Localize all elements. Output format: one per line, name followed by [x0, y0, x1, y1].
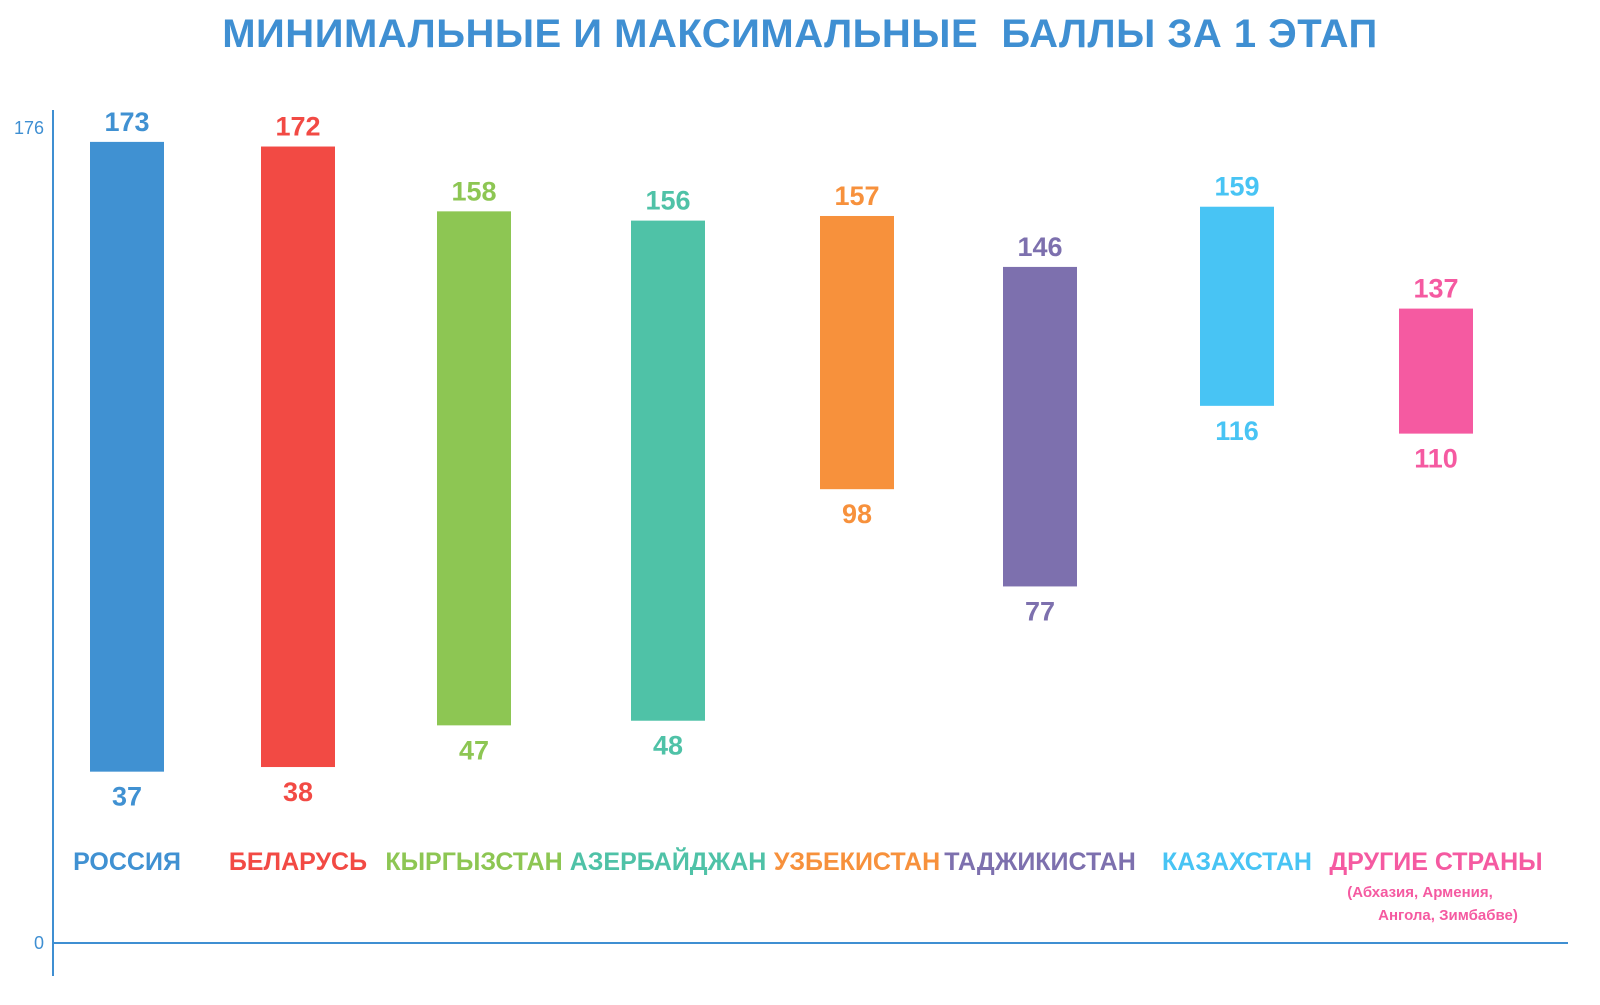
category-label: АЗЕРБАЙДЖАН	[570, 846, 767, 876]
min-value-label: 38	[283, 777, 313, 807]
max-value-label: 146	[1017, 232, 1062, 262]
category-label: ДРУГИЕ СТРАНЫ	[1329, 848, 1542, 876]
min-value-label: 47	[459, 735, 489, 765]
min-value-label: 116	[1215, 416, 1259, 446]
range-bar	[1399, 308, 1473, 434]
category-label: ТАДЖИКИСТАН	[944, 848, 1136, 876]
min-value-label: 77	[1025, 596, 1055, 626]
category-label: КЫРГЫЗСТАН	[385, 848, 562, 876]
range-bar	[631, 220, 705, 721]
max-value-label: 137	[1413, 274, 1458, 304]
max-value-label: 157	[834, 181, 879, 211]
range-bar	[90, 141, 164, 772]
max-value-label: 173	[104, 107, 149, 137]
max-value-label: 172	[275, 112, 320, 142]
range-bar	[261, 146, 335, 768]
min-value-label: 37	[112, 782, 142, 812]
category-label: КАЗАХСТАН	[1162, 848, 1312, 876]
range-bar	[820, 215, 894, 490]
category-note: Ангола, Зимбабве)	[1378, 907, 1518, 924]
max-value-label: 156	[645, 186, 690, 216]
y-tick-label: 176	[14, 118, 44, 138]
max-value-label: 158	[451, 176, 496, 206]
max-value-label: 159	[1214, 172, 1259, 202]
min-value-label: 110	[1414, 444, 1458, 474]
y-tick-label: 0	[34, 933, 44, 953]
category-label: УЗБЕКИСТАН	[774, 848, 940, 876]
range-bar	[437, 211, 511, 726]
min-value-label: 98	[842, 499, 872, 529]
chart-title: МИНИМАЛЬНЫЕ И МАКСИМАЛЬНЫЕ БАЛЛЫ ЗА 1 ЭТ…	[222, 12, 1378, 56]
category-label: РОССИЯ	[73, 848, 181, 876]
range-bar	[1200, 206, 1274, 406]
category-note: (Абхазия, Армения,	[1347, 884, 1493, 901]
min-value-label: 48	[653, 731, 683, 761]
category-label: БЕЛАРУСЬ	[229, 848, 367, 876]
range-bar	[1003, 266, 1077, 587]
